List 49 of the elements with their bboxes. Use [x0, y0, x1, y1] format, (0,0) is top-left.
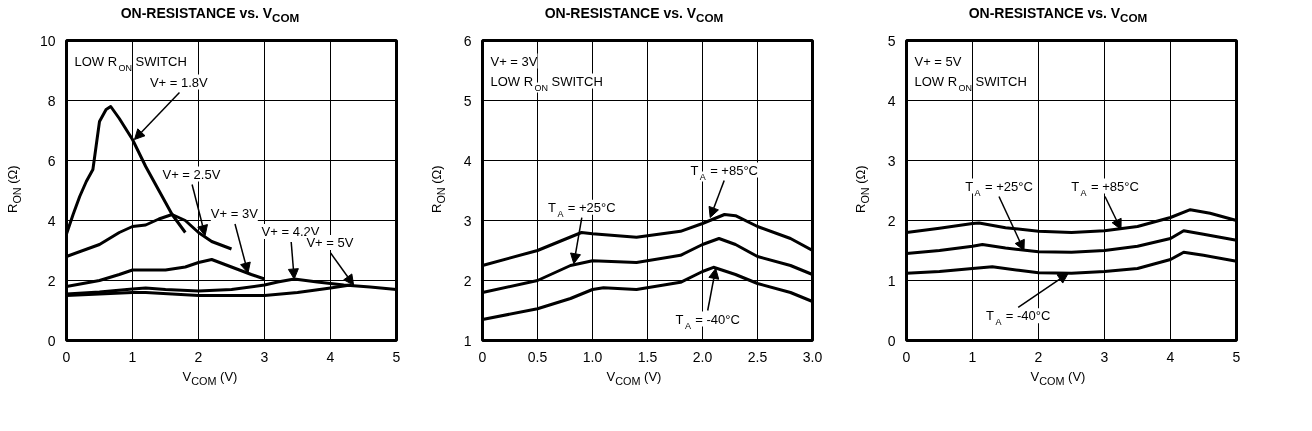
annotation: V+ = 2.5V [162, 166, 221, 182]
annotation: V+ = 3V [210, 206, 259, 221]
annotation: V+ = 3V [490, 53, 538, 69]
x-tick-label: 1.0 [582, 348, 603, 365]
x-tick-label: 5 [392, 348, 401, 365]
x-tick-label: 2.5 [747, 348, 768, 365]
chart-title: ON-RESISTANCE vs. V$_{COM}$ [543, 5, 725, 24]
y-tick-label: 3 [887, 152, 896, 169]
y-tick-label: 2 [47, 272, 56, 289]
x-tick-label: 0 [478, 348, 487, 365]
x-tick-label: 2 [194, 348, 203, 365]
x-tick-label: 0 [62, 348, 71, 365]
y-tick-label: 0 [47, 332, 56, 349]
y-tick-label: 6 [463, 32, 472, 49]
x-tick-label: 4 [326, 348, 335, 365]
y-tick-label: 4 [463, 152, 472, 169]
y-tick-label: 0 [887, 332, 896, 349]
annotation: V+ = 5V [914, 53, 962, 69]
y-tick-label: 1 [463, 332, 472, 349]
y-tick-label: 6 [47, 152, 56, 169]
y-tick-label: 3 [463, 212, 472, 229]
x-tick-label: 3 [1100, 348, 1109, 365]
y-tick-label: 4 [47, 212, 56, 229]
x-tick-label: 2 [1034, 348, 1043, 365]
x-tick-label: 0.5 [527, 348, 548, 365]
y-tick-label: 5 [887, 32, 896, 49]
x-tick-label: 3 [260, 348, 269, 365]
annotation: V+ = 5V [306, 235, 354, 250]
y-tick-label: 2 [887, 212, 896, 229]
y-tick-label: 5 [463, 92, 472, 109]
x-axis-title: V$_{COM}$ (V) [1029, 369, 1087, 387]
annotation: V+ = 1.8V [149, 74, 209, 90]
x-axis-title: V$_{COM}$ (V) [181, 369, 239, 387]
x-tick-label: 4 [1166, 348, 1175, 365]
x-tick-label: 0 [902, 348, 911, 365]
y-tick-label: 2 [463, 272, 472, 289]
x-tick-label: 2.0 [692, 348, 713, 365]
x-tick-label: 5 [1232, 348, 1241, 365]
chart-title: ON-RESISTANCE vs. V$_{COM}$ [119, 5, 301, 24]
chart-title: ON-RESISTANCE vs. V$_{COM}$ [967, 5, 1149, 24]
x-axis-title: V$_{COM}$ (V) [605, 369, 663, 387]
x-tick-label: 1.5 [637, 348, 658, 365]
x-tick-label: 3.0 [802, 348, 823, 365]
y-tick-label: 4 [887, 92, 896, 109]
y-tick-label: 8 [47, 92, 56, 109]
y-tick-label: 1 [887, 272, 896, 289]
x-tick-label: 1 [128, 348, 137, 365]
x-tick-label: 1 [968, 348, 977, 365]
y-tick-label: 10 [39, 32, 56, 49]
